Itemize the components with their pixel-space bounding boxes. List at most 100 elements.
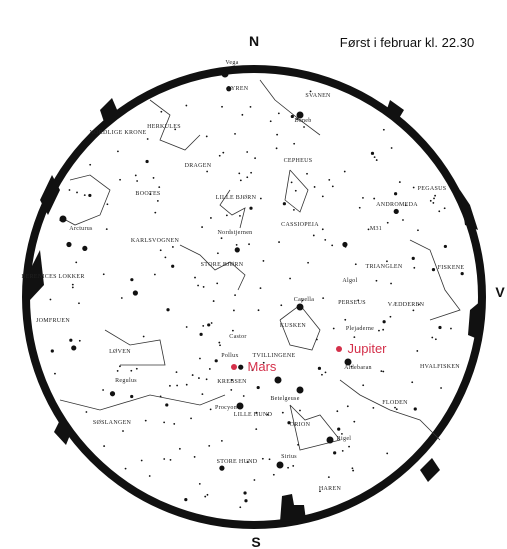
star (391, 147, 393, 149)
star (306, 173, 308, 175)
star (69, 339, 72, 342)
star (158, 186, 160, 188)
planet-label: Jupiter (347, 341, 387, 356)
star (430, 200, 432, 202)
star (276, 134, 278, 136)
constellation-label: Procyon (215, 405, 237, 411)
star (263, 260, 265, 262)
star (244, 499, 247, 502)
star (210, 217, 212, 219)
star (153, 177, 155, 179)
star (110, 391, 115, 396)
star (160, 396, 162, 398)
star (154, 274, 156, 276)
compass-north: N (249, 33, 259, 49)
star (372, 407, 374, 409)
constellation-label: CEPHEUS (284, 158, 313, 164)
star (72, 284, 74, 286)
star (260, 198, 262, 200)
star (163, 421, 165, 423)
star (362, 197, 364, 199)
constellation-label: PEGASUS (418, 186, 447, 192)
star (170, 459, 172, 461)
planet-label: Mars (248, 359, 277, 374)
star (246, 176, 248, 178)
star (413, 187, 415, 189)
star (186, 384, 188, 386)
constellation-label: STORE HUND (217, 459, 258, 465)
star (435, 338, 437, 340)
constellation-label: Betelgeuse (270, 396, 299, 402)
star (219, 466, 224, 471)
star (376, 159, 378, 161)
constellation-label: LILLE BJØRN (216, 195, 257, 201)
star (255, 428, 257, 430)
star (240, 179, 242, 181)
star (197, 285, 199, 287)
star (353, 336, 355, 338)
star (394, 407, 396, 409)
star (230, 389, 232, 391)
star (103, 445, 105, 447)
star (185, 105, 187, 107)
star (239, 215, 241, 217)
star (72, 287, 74, 289)
bright-star (222, 71, 229, 78)
star (287, 467, 289, 469)
star (342, 450, 344, 452)
bright-star (237, 403, 244, 410)
star (444, 245, 447, 248)
constellation-label: Sirius (281, 454, 297, 460)
star (280, 304, 282, 306)
star (289, 278, 291, 280)
star (145, 420, 147, 422)
star (362, 384, 364, 386)
constellation-label: BERENICES LOKKER (21, 274, 84, 280)
star (314, 186, 316, 188)
constellation-label: Aldebaran (344, 365, 372, 371)
constellation-label: Vega (225, 60, 238, 66)
star (273, 474, 275, 476)
star (402, 219, 404, 221)
star (213, 300, 215, 302)
star (371, 152, 374, 155)
star (133, 290, 138, 295)
star (383, 129, 385, 131)
star (119, 365, 121, 367)
star (316, 339, 318, 341)
star (337, 428, 340, 431)
star (390, 283, 392, 285)
star (297, 444, 299, 446)
star (203, 286, 205, 288)
star (355, 263, 357, 265)
star (235, 247, 240, 252)
constellation-label: KARLSVOGNEN (131, 238, 180, 244)
star (322, 228, 324, 230)
star (383, 320, 386, 323)
star (258, 309, 260, 311)
constellation-label: KUSKEN (280, 323, 307, 329)
star (243, 395, 245, 397)
star (117, 150, 119, 152)
star (236, 244, 238, 246)
star (278, 241, 280, 243)
star (344, 319, 346, 321)
star (157, 200, 159, 202)
star (307, 262, 309, 264)
constellation-label: SVANEN (305, 93, 331, 99)
star (262, 458, 264, 460)
star (374, 156, 376, 158)
star (199, 483, 201, 485)
constellation-label: LYREN (228, 86, 249, 92)
constellation-label: Rigel (337, 436, 352, 442)
star (219, 155, 221, 157)
star (88, 194, 91, 197)
star (160, 249, 162, 251)
star (396, 408, 398, 410)
star (210, 408, 212, 410)
star (303, 126, 305, 128)
star (209, 368, 211, 370)
star (186, 326, 188, 328)
star (219, 344, 221, 346)
star (431, 337, 433, 339)
